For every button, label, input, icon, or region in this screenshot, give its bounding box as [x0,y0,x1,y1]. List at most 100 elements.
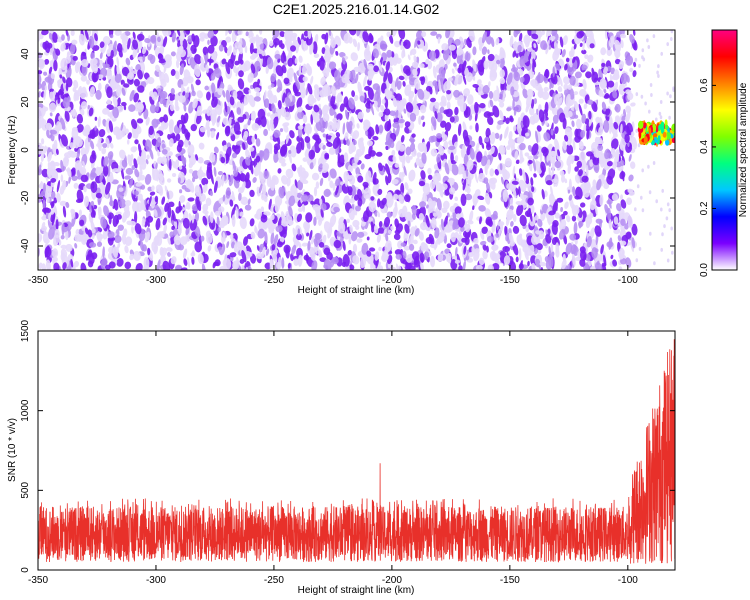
spectrogram-noise-cell [132,201,140,213]
spectrogram-noise-cell [640,195,643,200]
colorbar-label: Normalized spectral amplitude [738,82,749,217]
spectrogram-noise-cell [149,104,157,114]
snr-x-tick-label: -300 [146,575,166,586]
spectrogram-noise-cell [612,133,618,138]
spectrogram-noise-cell [388,34,394,44]
spectrogram-noise-cell [50,190,56,200]
spectrogram-noise-cell [65,201,70,209]
spectrogram-noise-cell [202,203,209,212]
spectrogram-noise-cell [610,123,614,128]
spectrogram-noise-cell [595,218,603,224]
spectrogram-noise-cell [475,122,479,133]
spectrogram-noise-cell [174,70,180,80]
spectrogram-y-tick-label: -40 [20,238,31,253]
spectrogram-x-tick-label: -250 [264,275,284,286]
spectrogram-noise-cell [235,66,240,77]
colorbar-tick-label: 0.2 [699,201,710,215]
spectrogram-noise-cell [440,120,447,128]
spectrogram-noise-cell [672,86,675,91]
spectrogram-noise-cell [649,83,653,87]
spectrogram-noise-cell [76,124,84,133]
spectrogram-noise-cell [74,147,79,152]
spectrogram-noise-cell [115,229,120,238]
spectrogram-noise-cell [205,91,211,101]
spectrogram-noise-cell [652,161,656,165]
spectrogram-noise-cell [483,177,489,184]
spectrogram-noise-cell [131,226,134,234]
spectrogram-noise-cell [669,94,672,99]
colorbar-tick-label: 0.6 [699,78,710,92]
snr-y-axis-label: SNR (10 * v/v) [7,418,18,482]
colorbar-tick-label: 0.0 [699,263,710,277]
spectrogram-noise-cell [74,243,78,249]
spectrogram-noise-cell [124,236,133,246]
spectrogram-noise-cell [57,79,63,85]
spectrogram-noise-cell [420,115,425,121]
spectrogram-noise-cell [487,116,494,126]
spectrogram-noise-cell [157,149,160,157]
spectrogram-noise-cell [478,135,483,146]
spectrogram-noise-cell [305,63,312,76]
spectrogram-noise-cell [395,124,400,137]
spectrogram-noise-cell [442,200,450,210]
spectrogram-noise-cell [347,164,354,173]
spectrogram-noise-cell [494,253,501,260]
spectrogram-noise-cell [101,186,105,199]
spectrogram-noise-cell [133,92,140,103]
spectrogram-noise-cell [666,42,669,47]
spectrogram-noise-cell [650,93,653,97]
spectrogram-noise-cell [668,208,671,213]
spectrogram-noise-cell [634,207,637,212]
spectrogram-noise-cell [644,101,647,106]
spectrogram-noise-cell [348,30,357,36]
spectrogram-signal-cell [653,133,658,138]
spectrogram-noise-cell [90,52,95,60]
spectrogram-noise-cell [378,221,383,228]
spectrogram-y-tick-label: 0 [20,147,31,153]
spectrogram-signal-cell [642,123,647,129]
spectrogram-signal-cell [664,124,669,130]
spectrogram-noise-cell [207,39,210,45]
spectrogram-noise-cell [297,179,304,191]
snr-y-tick-label: 1500 [20,319,31,342]
spectrogram-noise-cell [537,249,542,254]
snr-x-axis-label: Height of straight line (km) [298,585,415,596]
spectrogram-noise-cell [564,178,568,184]
spectrogram-noise-cell [280,52,286,64]
spectrogram-x-tick-label: -100 [618,275,638,286]
spectrogram-noise-cell [641,208,645,213]
spectrogram-noise-cell [408,169,416,182]
snr-y-tick-label: 500 [20,482,31,499]
spectrogram-noise-cell [486,245,489,253]
spectrogram-noise-cell [270,231,275,245]
spectrogram-noise-cell [216,131,220,140]
spectrogram-noise-cell [301,242,308,247]
spectrogram-noise-cell [601,264,607,270]
snr-x-tick-label: -350 [28,575,48,586]
spectrogram-noise-cell [168,158,172,171]
spectrogram-noise-cell [356,123,360,129]
spectrogram-signal-cell [651,140,655,145]
spectrogram-noise-cell [226,241,230,249]
colorbar: 0.0 0.2 0.4 0.6 Normalized spectral amplitu… [699,29,749,277]
spectrogram-noise-cell [657,74,660,78]
spectrogram-noise-cell [436,33,442,40]
spectrogram-noise-cell [518,168,523,176]
spectrogram-noise-cell [527,260,530,267]
spectrogram-noise-cell [647,45,651,49]
spectrogram-noise-cell [606,47,613,57]
spectrogram-noise-cell [571,215,577,222]
spectrogram-noise-cell [277,168,282,174]
spectrogram-noise-cell [454,196,459,201]
spectrogram-noise-cell [295,141,303,154]
spectrogram-signal-cell [657,135,661,141]
spectrogram-x-tick-label: -300 [146,275,166,286]
spectrogram-noise-cell [401,157,406,169]
spectrogram-noise-cell [102,36,111,45]
spectrogram-noise-cell [400,135,405,143]
spectrogram-noise-cell [309,229,313,241]
spectrogram-noise-cell [190,83,195,94]
spectrogram-noise-cell [430,124,434,131]
spectrogram-noise-cell [80,75,88,82]
spectrogram-noise-cell [398,30,406,40]
